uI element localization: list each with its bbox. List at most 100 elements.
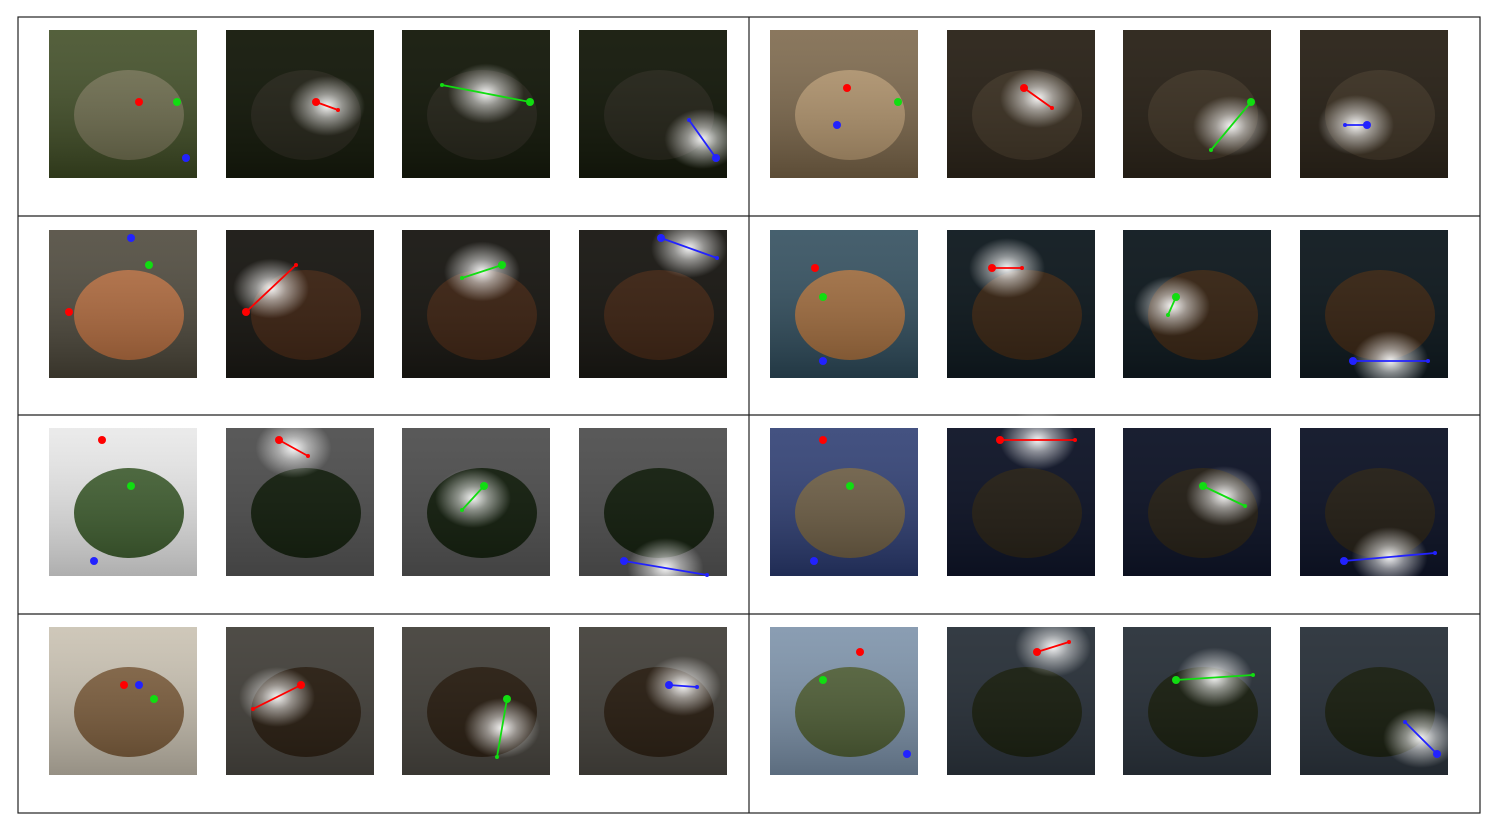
- point: [819, 436, 827, 444]
- arrow-head: [695, 685, 699, 689]
- arrow-head: [1433, 551, 1437, 555]
- image: [770, 230, 918, 378]
- image: [1300, 627, 1459, 775]
- image: [579, 627, 727, 775]
- point: [526, 98, 534, 106]
- image: [1123, 230, 1271, 378]
- arrow: [688, 119, 717, 159]
- image: [226, 230, 374, 378]
- arrow: [1036, 641, 1070, 653]
- point: [1172, 676, 1180, 684]
- point: [182, 154, 190, 162]
- image: [1123, 428, 1271, 576]
- image: [947, 230, 1095, 378]
- arrow: [461, 485, 485, 511]
- point: [819, 357, 827, 365]
- image: [947, 410, 1095, 576]
- point: [1340, 557, 1348, 565]
- arrow-head: [1209, 148, 1213, 152]
- point: [135, 98, 143, 106]
- point: [1433, 750, 1441, 758]
- arrow-head: [1020, 266, 1024, 270]
- point: [150, 695, 158, 703]
- arrow-head: [1166, 313, 1170, 317]
- image: [402, 428, 550, 576]
- image: [226, 418, 374, 576]
- point: [135, 681, 143, 689]
- arrow-head: [336, 108, 340, 112]
- point: [620, 557, 628, 565]
- point: [242, 308, 250, 316]
- arrow-head: [1067, 640, 1071, 644]
- arrow: [1202, 485, 1246, 507]
- point: [127, 234, 135, 242]
- arrow-head: [294, 263, 298, 267]
- image: [49, 627, 197, 775]
- point: [312, 98, 320, 106]
- arrow-head: [495, 755, 499, 759]
- point: [1363, 121, 1371, 129]
- image: [770, 428, 918, 576]
- image: [579, 218, 727, 378]
- point: [173, 98, 181, 106]
- arrow-head: [1073, 438, 1077, 442]
- image-shade: [49, 230, 197, 378]
- arrow: [496, 698, 508, 758]
- image-shade: [49, 428, 197, 576]
- point: [145, 261, 153, 269]
- image-shade: [770, 428, 918, 576]
- image: [770, 627, 918, 775]
- image: [226, 30, 374, 178]
- point: [297, 681, 305, 689]
- image: [1300, 230, 1448, 391]
- point: [657, 234, 665, 242]
- point: [996, 436, 1004, 444]
- point: [90, 557, 98, 565]
- arrow: [1210, 101, 1252, 151]
- point: [127, 482, 135, 490]
- arrow: [1175, 674, 1254, 681]
- image: [1300, 30, 1448, 178]
- point: [1033, 648, 1041, 656]
- point: [1247, 98, 1255, 106]
- image: [579, 428, 727, 598]
- arrow: [1023, 87, 1053, 109]
- arrow: [278, 439, 309, 457]
- point: [894, 98, 902, 106]
- image-shade: [770, 627, 918, 775]
- arrow-head: [460, 276, 464, 280]
- point: [65, 308, 73, 316]
- image: [1123, 30, 1271, 178]
- arrow: [252, 684, 302, 710]
- arrow: [441, 84, 531, 103]
- point: [903, 750, 911, 758]
- point: [846, 482, 854, 490]
- arrow-head: [251, 707, 255, 711]
- point: [1020, 84, 1028, 92]
- point: [1199, 482, 1207, 490]
- point: [856, 648, 864, 656]
- arrow-head: [1251, 673, 1255, 677]
- image: [770, 30, 918, 178]
- arrow-head: [1426, 359, 1430, 363]
- arrow-head: [715, 256, 719, 260]
- arrow-head: [306, 454, 310, 458]
- image: [49, 30, 197, 178]
- image-shade: [770, 30, 918, 178]
- point: [665, 681, 673, 689]
- arrow-head: [1403, 720, 1407, 724]
- point: [988, 264, 996, 272]
- point: [810, 557, 818, 565]
- image: [402, 627, 550, 775]
- arrow: [623, 560, 708, 576]
- image: [49, 428, 197, 576]
- image-shade: [49, 30, 197, 178]
- arrow-head: [687, 118, 691, 122]
- point: [843, 84, 851, 92]
- image-shade: [770, 230, 918, 378]
- arrow: [660, 237, 718, 259]
- arrow-head: [1343, 123, 1347, 127]
- image: [226, 627, 374, 775]
- point: [98, 436, 106, 444]
